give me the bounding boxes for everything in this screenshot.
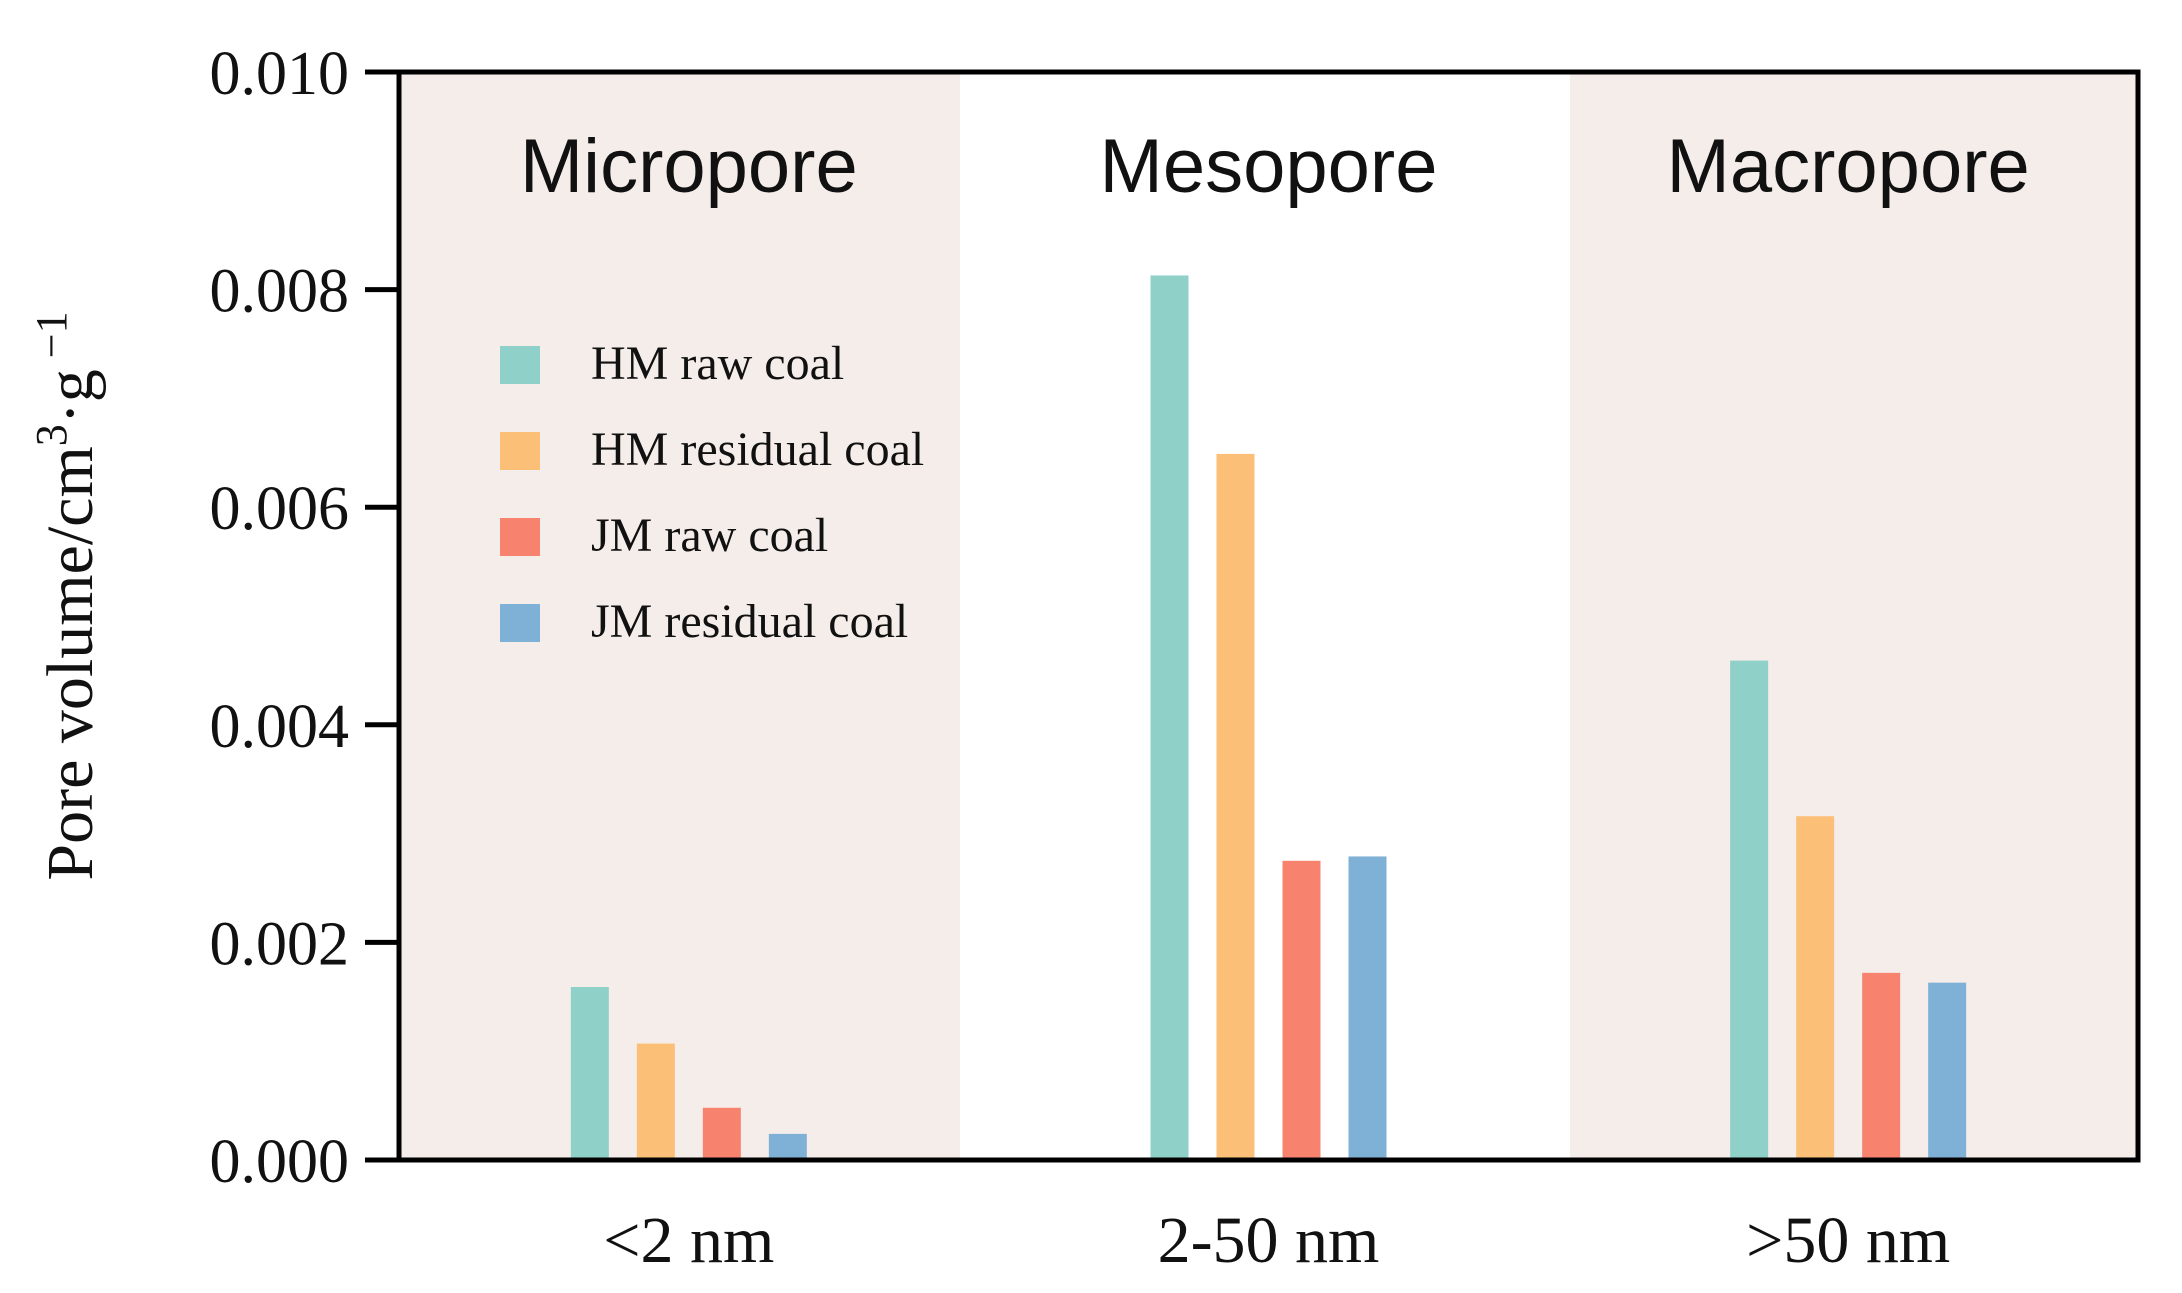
legend-swatch-1 — [500, 432, 540, 470]
bar-series-2-cat-1 — [1282, 860, 1321, 1160]
y-axis-label-mid: ·g — [34, 369, 107, 424]
region-labels: Micropore Mesopore Macropore — [520, 124, 2030, 209]
plot-frame — [396, 69, 2141, 1163]
legend-swatch-0 — [500, 346, 540, 384]
y-tick-label: 0.000 — [210, 1128, 350, 1196]
y-axis-label-sup2: −1 — [27, 311, 76, 369]
legend-swatch-3 — [500, 604, 540, 642]
bar-series-0-cat-2 — [1730, 660, 1769, 1160]
bar-series-1-cat-2 — [1796, 816, 1835, 1160]
y-tick-label: 0.010 — [210, 40, 350, 108]
y-axis-label-group: Pore volume/cm3·g −1 — [27, 311, 107, 880]
y-tick-label: 0.004 — [210, 693, 350, 761]
y-axis-label-base: Pore volume/cm — [34, 446, 107, 880]
x-tick-label: <2 nm — [603, 1204, 774, 1277]
legend-label-1: HM residual coal — [591, 423, 924, 476]
region-shading — [399, 72, 2138, 1160]
legend-label-3: JM residual coal — [591, 595, 908, 648]
bar-series-1-cat-0 — [636, 1043, 675, 1160]
region-label-micropore: Micropore — [520, 124, 858, 209]
x-tick-label: 2-50 nm — [1158, 1204, 1380, 1277]
bar-series-3-cat-2 — [1928, 982, 1967, 1160]
x-tick-label: >50 nm — [1746, 1204, 1950, 1277]
legend-swatch-2 — [500, 518, 540, 556]
bar-series-0-cat-1 — [1150, 275, 1189, 1160]
bar-series-1-cat-1 — [1216, 453, 1255, 1160]
y-tick-label: 0.002 — [210, 910, 350, 978]
bar-series-2-cat-2 — [1862, 972, 1901, 1160]
legend-label-0: HM raw coal — [591, 337, 844, 390]
region-label-mesopore: Mesopore — [1100, 124, 1438, 209]
bar-series-3-cat-1 — [1348, 856, 1387, 1160]
bar-series-0-cat-0 — [570, 987, 609, 1160]
bar-series-3-cat-0 — [768, 1133, 807, 1160]
axes: <2 nm 2-50 nm >50 nm 0.000 0.002 0.004 0.006 0.… — [210, 40, 2141, 1277]
y-axis-label-sup1: 3 — [27, 424, 76, 446]
y-tick-label: 0.006 — [210, 475, 350, 543]
bars — [570, 275, 1967, 1160]
region-shade-macropore — [1570, 72, 2138, 1160]
region-shade-micropore — [399, 72, 960, 1160]
bar-series-2-cat-0 — [702, 1107, 741, 1160]
y-axis-label: Pore volume/cm3·g −1 — [27, 311, 107, 880]
legend: HM raw coal HM residual coal JM raw coal JM… — [500, 337, 924, 648]
legend-label-2: JM raw coal — [591, 509, 828, 562]
y-tick-label: 0.008 — [210, 258, 350, 326]
region-label-macropore: Macropore — [1667, 124, 2030, 209]
